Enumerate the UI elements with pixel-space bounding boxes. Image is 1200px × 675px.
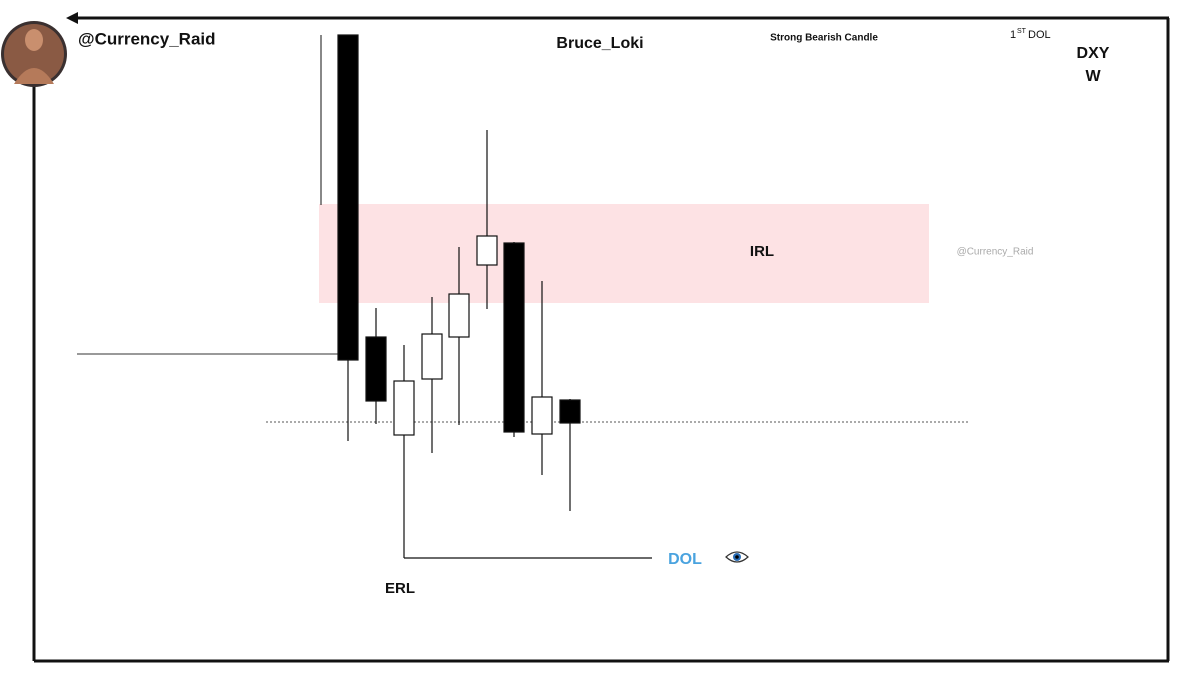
symbol: DXY (1077, 45, 1110, 62)
irl-zone (319, 204, 929, 303)
first-dol-text: DOL (1028, 29, 1051, 41)
irl-label: IRL (750, 243, 774, 260)
erl-label: ERL (385, 580, 415, 597)
author: Bruce_Loki (556, 35, 643, 52)
first-dol-label: 1 ST DOL (1010, 28, 1051, 41)
arrow-head (66, 12, 78, 24)
avatar (1, 21, 67, 87)
first-dol-superscript: ST (1017, 28, 1027, 35)
handle: @Currency_Raid (78, 29, 216, 48)
watermark: @Currency_Raid (957, 247, 1034, 258)
timeframe: W (1085, 68, 1101, 85)
eye-icon (725, 551, 749, 563)
candles (337, 34, 581, 558)
frame (32, 16, 1170, 663)
first-dol-number: 1 (1010, 29, 1016, 41)
strong-candle-label: Strong Bearish Candle (770, 33, 878, 44)
dol-label: DOL (668, 551, 702, 568)
